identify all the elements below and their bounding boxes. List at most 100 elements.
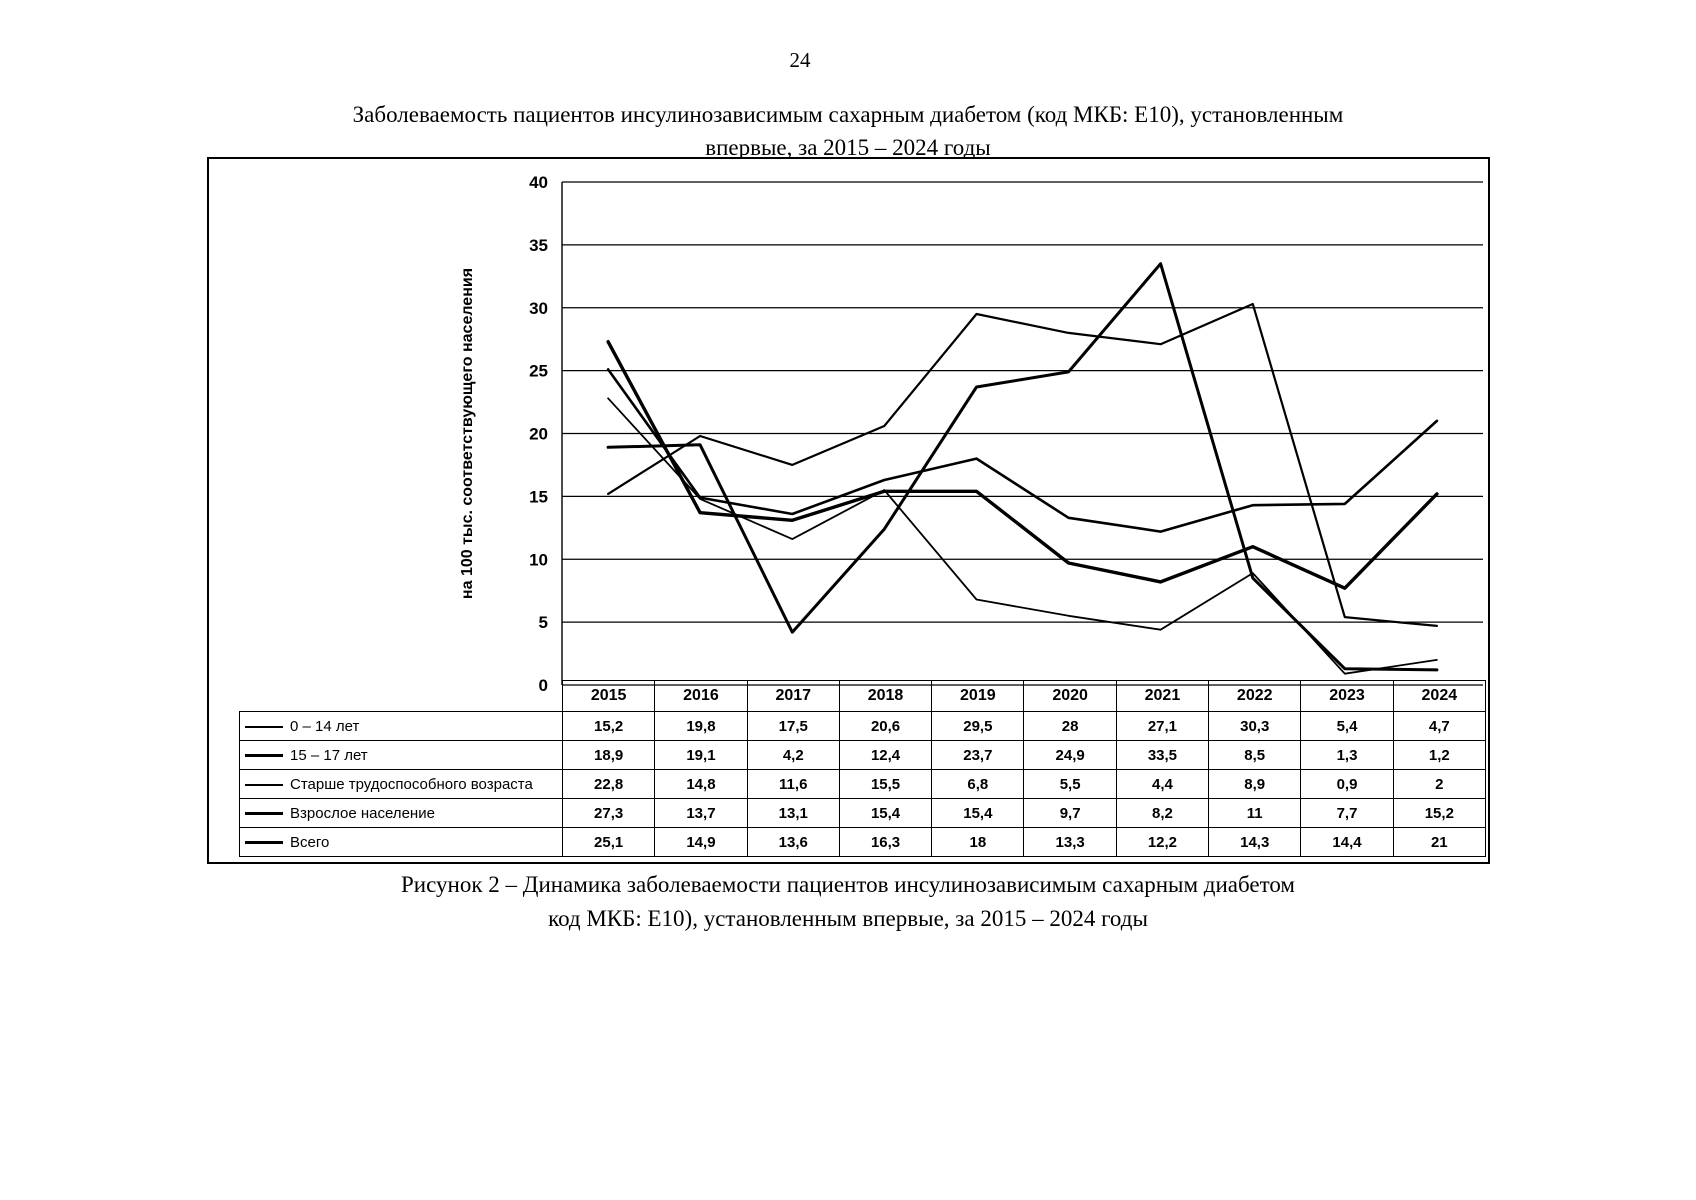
value-cell: 11,6: [746, 769, 840, 799]
table-row: 15 – 17 лет 18,9 19,1 4,2 12,4 23,7 24,9 33,5 8,…: [239, 740, 1486, 770]
value-cell: 33,5: [1115, 740, 1210, 770]
series-line: [606, 262, 1439, 672]
legend-line-sample: [245, 754, 283, 758]
value-cell: 5,5: [1023, 769, 1117, 799]
chart-data-table: 2015 2016 2017 2018 2019 2020 2021 2022 2023 2024…: [239, 680, 1486, 857]
y-tick-label: 20: [529, 425, 548, 444]
legend-line-sample: [245, 725, 283, 728]
value-cell: 2: [1392, 769, 1486, 799]
value-cell: 13,6: [746, 827, 840, 857]
year-header-cell: 2020: [1023, 680, 1117, 712]
value-cell: 22,8: [561, 769, 656, 799]
value-cell: 18: [931, 827, 1025, 857]
legend-label: Взрослое население: [290, 804, 435, 822]
y-tick-label: 35: [529, 236, 548, 255]
chart-title: Заболеваемость пациентов инсулинозависим…: [0, 98, 1696, 164]
value-cell: 28: [1023, 711, 1117, 741]
value-cell: 14,9: [654, 827, 748, 857]
chart-title-line1: Заболеваемость пациентов инсулинозависим…: [352, 102, 1344, 127]
year-header-cell: 2016: [654, 680, 748, 712]
line-chart: 0 5 10 15 20 25 30 35 40 на 100 тыс. соответствую…: [459, 173, 1483, 695]
series-line: [606, 339, 1439, 590]
table-row: Старше трудоспособного возраста 22,8 14,8 1…: [239, 769, 1486, 799]
y-tick-label: 0: [539, 676, 548, 695]
y-axis-title: на 100 тыс. соответствующего населения: [459, 268, 476, 599]
table-corner-cell: [240, 681, 563, 712]
value-cell: 8,2: [1115, 798, 1210, 828]
figure-caption: Рисунок 2 – Динамика заболеваемости паци…: [0, 868, 1696, 936]
legend-cell: Взрослое население: [239, 798, 563, 828]
page-number: 24: [789, 48, 811, 72]
value-cell: 12,4: [838, 740, 933, 770]
legend-label: 0 – 14 лет: [290, 717, 360, 735]
value-cell: 4,4: [1115, 769, 1210, 799]
value-cell: 17,5: [746, 711, 840, 741]
year-header-cell: 2017: [746, 680, 840, 712]
value-cell: 14,8: [654, 769, 748, 799]
value-cell: 7,7: [1300, 798, 1394, 828]
value-cell: 21: [1392, 827, 1486, 857]
legend-cell: 0 – 14 лет: [239, 711, 563, 741]
value-cell: 1,2: [1392, 740, 1486, 770]
value-cell: 13,7: [654, 798, 748, 828]
legend-cell: 15 – 17 лет: [239, 740, 563, 770]
y-tick-label: 25: [529, 362, 548, 381]
legend-cell: Всего: [239, 827, 563, 857]
y-tick-label: 40: [529, 173, 548, 192]
value-cell: 15,4: [931, 798, 1025, 828]
value-cell: 19,1: [654, 740, 748, 770]
value-cell: 14,4: [1300, 827, 1394, 857]
legend-line-sample: [245, 783, 283, 786]
table-row: Всего 25,1 14,9 13,6 16,3 18 13,3 12,2 14,3 14,4 2…: [239, 827, 1486, 857]
value-cell: 19,8: [654, 711, 748, 741]
year-header-cell: 2015: [561, 680, 656, 712]
value-cell: 15,5: [838, 769, 933, 799]
value-cell: 24,9: [1023, 740, 1117, 770]
table-row: Взрослое население 27,3 13,7 13,1 15,4 15,4 9,…: [239, 798, 1486, 828]
year-header-cell: 2021: [1115, 680, 1210, 712]
year-header-cell: 2023: [1300, 680, 1394, 712]
value-cell: 15,2: [1392, 798, 1486, 828]
value-cell: 29,5: [931, 711, 1025, 741]
value-cell: 4,7: [1392, 711, 1486, 741]
value-cell: 27,1: [1115, 711, 1210, 741]
y-tick-label: 15: [529, 487, 548, 506]
value-cell: 25,1: [561, 827, 656, 857]
legend-line-sample: [245, 812, 283, 816]
table-header-row: 2015 2016 2017 2018 2019 2020 2021 2022 2023 2024: [240, 680, 1486, 712]
y-tick-label: 30: [529, 299, 548, 318]
value-cell: 0,9: [1300, 769, 1394, 799]
value-cell: 5,4: [1300, 711, 1394, 741]
value-cell: 16,3: [838, 827, 933, 857]
figure-caption-line1: Рисунок 2 – Динамика заболеваемости паци…: [401, 872, 1295, 897]
value-cell: 8,5: [1208, 740, 1302, 770]
chart-title-line2: впервые, за 2015 – 2024 годы: [705, 135, 991, 160]
y-tick-label: 5: [539, 613, 548, 632]
value-cell: 30,3: [1208, 711, 1302, 741]
legend-label: Всего: [290, 833, 330, 851]
value-cell: 15,4: [838, 798, 933, 828]
series-line: [607, 397, 1438, 675]
legend-cell: Старше трудоспособного возраста: [239, 769, 563, 799]
table-row: 0 – 14 лет 15,2 19,8 17,5 20,6 29,5 28 27,1 30,3…: [239, 711, 1486, 741]
year-header-cell: 2018: [838, 680, 933, 712]
value-cell: 13,3: [1023, 827, 1117, 857]
legend-line-sample: [245, 841, 283, 845]
series-line: [607, 302, 1439, 627]
y-tick-label: 10: [529, 550, 548, 569]
value-cell: 20,6: [838, 711, 933, 741]
legend-label: Старше трудоспособного возраста: [290, 775, 533, 793]
year-header-cell: 2019: [931, 680, 1025, 712]
series-line: [606, 368, 1439, 533]
chart-figure-box: 0 5 10 15 20 25 30 35 40 на 100 тыс. соответствую…: [207, 157, 1490, 864]
value-cell: 23,7: [931, 740, 1025, 770]
year-header-cell: 2022: [1208, 680, 1302, 712]
value-cell: 12,2: [1115, 827, 1210, 857]
value-cell: 6,8: [931, 769, 1025, 799]
value-cell: 27,3: [561, 798, 656, 828]
value-cell: 9,7: [1023, 798, 1117, 828]
value-cell: 11: [1208, 798, 1302, 828]
value-cell: 8,9: [1208, 769, 1302, 799]
value-cell: 14,3: [1208, 827, 1302, 857]
